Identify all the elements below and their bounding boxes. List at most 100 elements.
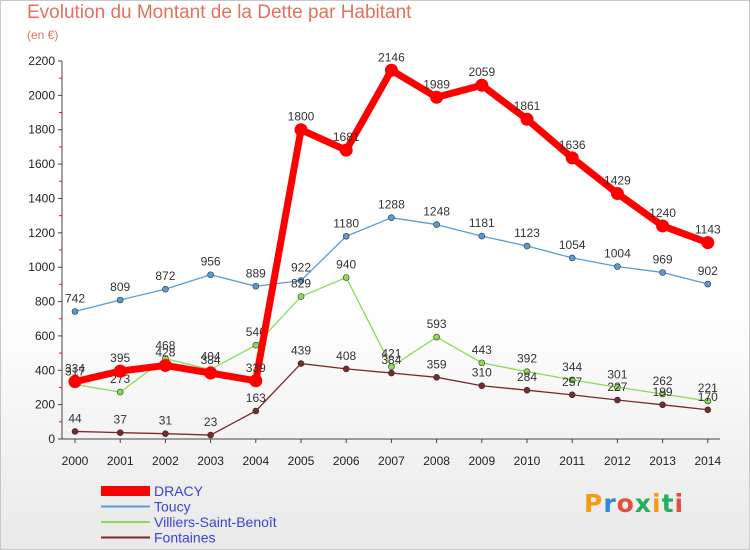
data-label: 1800 — [288, 110, 315, 124]
data-label: 1861 — [514, 99, 541, 113]
y-tick-label: 800 — [35, 295, 55, 309]
data-point — [339, 143, 353, 157]
data-point — [162, 285, 169, 293]
data-label: 170 — [698, 390, 718, 404]
y-tick-label: 600 — [35, 329, 55, 343]
data-label: 404 — [201, 350, 221, 364]
data-label: 284 — [517, 370, 537, 384]
data-label: 1123 — [514, 226, 540, 240]
data-label: 428 — [155, 345, 175, 359]
series-line-DRACY — [74, 66, 710, 386]
y-tick-label: 1000 — [28, 260, 55, 274]
data-point — [162, 430, 169, 437]
data-label: 257 — [562, 375, 582, 389]
x-tick-label: 2007 — [378, 454, 405, 468]
data-label: 1180 — [333, 216, 359, 230]
y-tick-label: 2200 — [28, 54, 55, 68]
legend-label: DRACY — [154, 483, 204, 499]
data-point — [384, 63, 398, 77]
series-line-Toucy — [74, 217, 708, 313]
data-point — [113, 364, 127, 378]
x-tick-label: 2008 — [423, 454, 450, 468]
data-point — [433, 374, 440, 381]
proxiti-logo: Proxiti — [584, 489, 685, 518]
data-point — [704, 397, 712, 405]
data-point — [116, 296, 124, 304]
data-label: 2059 — [468, 65, 495, 79]
data-point — [610, 186, 624, 200]
data-label: 443 — [472, 343, 492, 357]
data-label: 969 — [653, 253, 673, 267]
y-tick-label: 1600 — [28, 157, 55, 171]
data-label: 1429 — [604, 173, 631, 187]
data-label: 889 — [246, 266, 266, 280]
y-tick-label: 2000 — [28, 88, 55, 102]
data-point — [475, 78, 489, 92]
data-point — [388, 369, 395, 377]
data-point — [478, 359, 486, 367]
data-label: 468 — [155, 339, 175, 353]
data-point — [207, 271, 214, 279]
x-tick-label: 2013 — [649, 454, 676, 468]
data-label: 317 — [65, 365, 85, 379]
data-point — [342, 274, 350, 281]
data-point — [430, 90, 444, 104]
data-label: 1143 — [695, 223, 721, 237]
data-label: 421 — [381, 347, 401, 361]
data-point — [249, 374, 263, 388]
data-point — [297, 293, 305, 300]
data-label: 956 — [201, 255, 221, 269]
x-tick-label: 2009 — [468, 454, 495, 468]
data-point — [297, 277, 305, 284]
data-point — [659, 401, 666, 409]
data-label: 742 — [65, 292, 85, 306]
data-label: 310 — [472, 366, 492, 380]
data-label: 1240 — [649, 206, 676, 220]
y-tick-label: 0 — [48, 432, 55, 446]
data-label: 395 — [110, 351, 130, 365]
data-point — [614, 396, 621, 404]
data-label: 872 — [155, 269, 175, 283]
y-tick-label: 1800 — [28, 123, 55, 137]
legend-label: Villiers-Saint-Benoît — [154, 514, 277, 530]
data-label: 339 — [246, 361, 266, 375]
data-label: 334 — [65, 362, 85, 376]
y-tick-label: 1400 — [28, 191, 55, 205]
data-label: 1181 — [469, 216, 495, 230]
data-point — [701, 236, 715, 250]
y-tick-label: 1200 — [28, 226, 55, 240]
data-point — [523, 242, 531, 250]
x-tick-label: 2011 — [559, 454, 585, 468]
data-point — [520, 112, 534, 126]
data-point — [704, 406, 712, 414]
data-label: 301 — [607, 367, 627, 381]
x-tick-label: 2006 — [333, 454, 360, 468]
data-point — [71, 308, 79, 315]
data-point — [68, 375, 82, 389]
data-point — [523, 368, 531, 375]
legend-label: Toucy — [154, 499, 191, 515]
data-label: 163 — [246, 391, 266, 405]
legend-label: Fontaines — [154, 530, 215, 546]
data-point — [204, 366, 218, 380]
data-label: 359 — [427, 357, 447, 371]
data-point — [568, 376, 576, 384]
x-tick-label: 2002 — [152, 454, 179, 468]
data-point — [478, 382, 486, 390]
data-label: 902 — [698, 264, 718, 278]
data-point — [252, 282, 260, 290]
data-point — [659, 390, 666, 398]
data-label: 1636 — [559, 138, 586, 152]
data-point — [433, 333, 440, 341]
data-point — [568, 254, 576, 262]
data-label: 829 — [291, 277, 311, 291]
data-label: 1054 — [559, 238, 586, 252]
x-tick-label: 2005 — [288, 454, 315, 468]
data-point — [252, 407, 260, 415]
data-label: 227 — [607, 380, 627, 394]
data-label: 221 — [698, 381, 718, 395]
y-tick-label: 200 — [35, 398, 55, 412]
x-tick-label: 2012 — [604, 454, 631, 468]
